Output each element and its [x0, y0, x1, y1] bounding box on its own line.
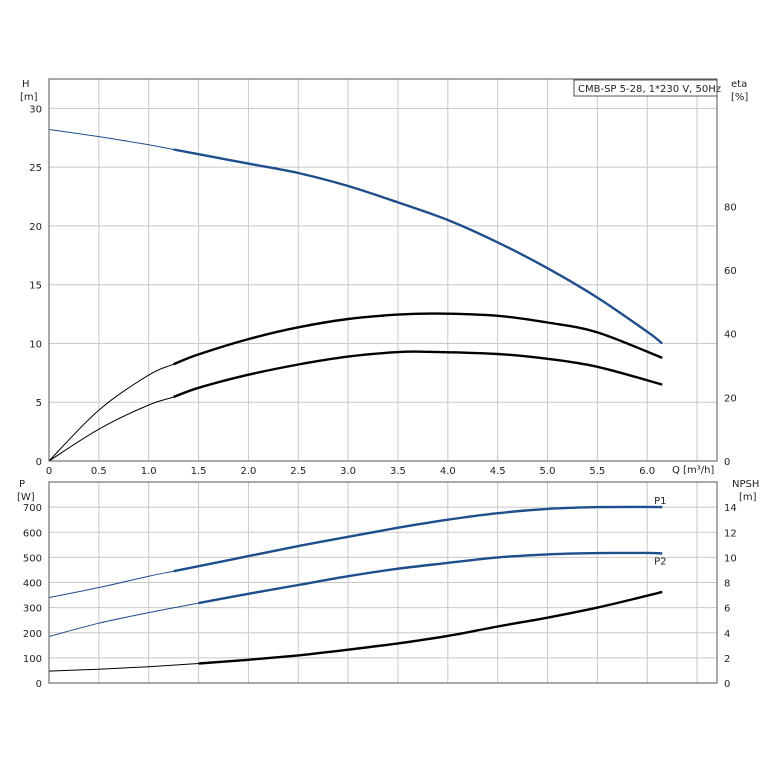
- p1-power-curve-thin: [48, 506, 663, 599]
- bottom-left-tick-label: 700: [23, 503, 42, 514]
- x-tick-label: 2.0: [240, 466, 256, 477]
- bottom-left-tick-label: 300: [23, 604, 42, 615]
- bottom-right-tick-label: 14: [724, 503, 737, 514]
- efficiency-curve-thin: [48, 313, 663, 462]
- bottom-right-tick-label: 0: [724, 679, 730, 690]
- x-axis-label: Q [m³/h]: [672, 465, 714, 476]
- bottom-left-tick-label: 500: [23, 553, 42, 564]
- bottom-left-tick-label: 400: [23, 579, 42, 590]
- bottom-left-tick-label: 600: [23, 528, 42, 539]
- x-tick-label: 3.5: [390, 466, 406, 477]
- top-left-tick-label: 0: [36, 457, 42, 468]
- p2-power-curve-thick: [198, 551, 663, 605]
- npsh-curve-thin: [48, 591, 663, 672]
- bottom-left-axis-label: P: [19, 479, 25, 490]
- series-labels: P1 P2: [654, 496, 666, 567]
- x-tick-label: 4.0: [440, 466, 456, 477]
- top-left-tick-label: 30: [29, 104, 42, 115]
- chart-title: CMB-SP 5-28, 1*230 V, 50Hz: [578, 84, 721, 95]
- npsh-curve-thick: [198, 590, 663, 665]
- top-right-tick-label: 0: [724, 457, 730, 468]
- bottom-plot-frame: [48, 481, 718, 684]
- top-right-tick-label: 80: [724, 202, 737, 213]
- x-tick-label: 1.0: [141, 466, 157, 477]
- top-left-axis-unit: [m]: [20, 92, 38, 103]
- p1-power-curve-thick: [173, 505, 663, 573]
- bottom-right-axis-label: NPSH: [732, 479, 759, 490]
- x-tick-label: 1.5: [191, 466, 207, 477]
- x-tick-label: 2.5: [290, 466, 306, 477]
- top-right-tick-label: 40: [724, 330, 737, 341]
- x-tick-label: 5.5: [589, 466, 605, 477]
- bottom-series: [48, 505, 663, 672]
- bottom-left-tick-label: 0: [36, 679, 42, 690]
- top-left-tick-label: 10: [29, 339, 42, 350]
- bottom-ticks: 0 100 200 300 400 500 600 700 0 2 4 6 8 10 12 14: [23, 503, 737, 690]
- bottom-right-tick-label: 12: [724, 528, 737, 539]
- x-tick-label: 0: [46, 466, 52, 477]
- bottom-right-tick-label: 6: [724, 604, 730, 615]
- top-plot-frame: [48, 78, 718, 462]
- bottom-right-tick-label: 8: [724, 579, 730, 590]
- top-left-tick-label: 25: [29, 163, 42, 174]
- top-right-axis-unit: [%]: [731, 92, 748, 103]
- x-tick-label: 5.0: [540, 466, 556, 477]
- top-right-tick-label: 60: [724, 266, 737, 277]
- bottom-right-tick-label: 10: [724, 553, 737, 564]
- top-series: [48, 129, 663, 462]
- top-ticks: 0 0.5 1.0 1.5 2.0 2.5 3.0 3.5 4.0 4.5 5.0 5.5 6.0 0 5 1…: [29, 104, 736, 477]
- x-tick-label: 3.0: [340, 466, 356, 477]
- bottom-right-tick-label: 2: [724, 654, 730, 665]
- top-right-axis-label: eta: [731, 79, 747, 90]
- head-curve-thick: [173, 148, 663, 345]
- bottom-left-tick-label: 200: [23, 629, 42, 640]
- head-curve-thin: [48, 129, 663, 344]
- bottom-left-axis-unit: [W]: [17, 492, 35, 503]
- top-left-axis-label: H: [22, 79, 30, 90]
- efficiency-curve-thin: [48, 351, 663, 462]
- bottom-right-axis-unit: [m]: [739, 492, 757, 503]
- series-label-p1: P1: [654, 496, 666, 507]
- x-tick-label: 6.0: [639, 466, 655, 477]
- top-grid: [49, 79, 717, 462]
- bottom-right-tick-label: 4: [724, 629, 730, 640]
- top-right-tick-label: 20: [724, 393, 737, 404]
- p2-power-curve-thin: [48, 552, 663, 637]
- bottom-grid: [49, 482, 717, 684]
- x-tick-label: 0.5: [91, 466, 107, 477]
- series-label-p2: P2: [654, 556, 666, 567]
- x-tick-label: 4.5: [490, 466, 506, 477]
- efficiency-curve-thick: [173, 350, 663, 399]
- top-left-tick-label: 15: [29, 281, 42, 292]
- top-left-tick-label: 5: [36, 398, 42, 409]
- efficiency-curve-thick: [173, 312, 663, 366]
- top-left-tick-label: 20: [29, 222, 42, 233]
- bottom-left-tick-label: 100: [23, 654, 42, 665]
